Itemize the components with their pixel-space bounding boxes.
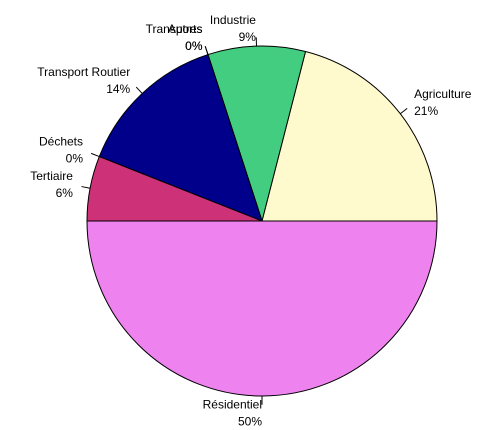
slice-label: Déchets — [39, 134, 83, 148]
slice-label: Agriculture — [414, 87, 472, 101]
slice-label: Transport Routier — [37, 65, 130, 79]
slice-label: Tertiaire — [30, 169, 73, 183]
leader-line — [204, 46, 209, 55]
slice-value-label: 6% — [56, 186, 74, 200]
pie-slice — [207, 45, 307, 223]
pie-slice — [261, 50, 438, 222]
slice-label: Industrie — [210, 13, 256, 27]
slice-label: Transports — [146, 22, 203, 36]
slice-value-label: 21% — [414, 104, 438, 118]
slice-value-label: 50% — [238, 415, 262, 429]
slice-value-label: 0% — [66, 151, 84, 165]
slice-label: Résidentiel — [203, 398, 262, 412]
pie-slice — [86, 220, 438, 397]
leader-line — [399, 107, 408, 115]
leader-line — [90, 152, 100, 158]
slice-value-label: 0% — [185, 39, 203, 53]
slice-value-label: 14% — [106, 82, 130, 96]
slice-value-label: 9% — [239, 30, 257, 44]
slice-label: Autres — [168, 22, 203, 36]
leader-line — [81, 186, 91, 189]
slice-value-label: 0% — [185, 39, 203, 53]
leader-line — [135, 86, 143, 94]
